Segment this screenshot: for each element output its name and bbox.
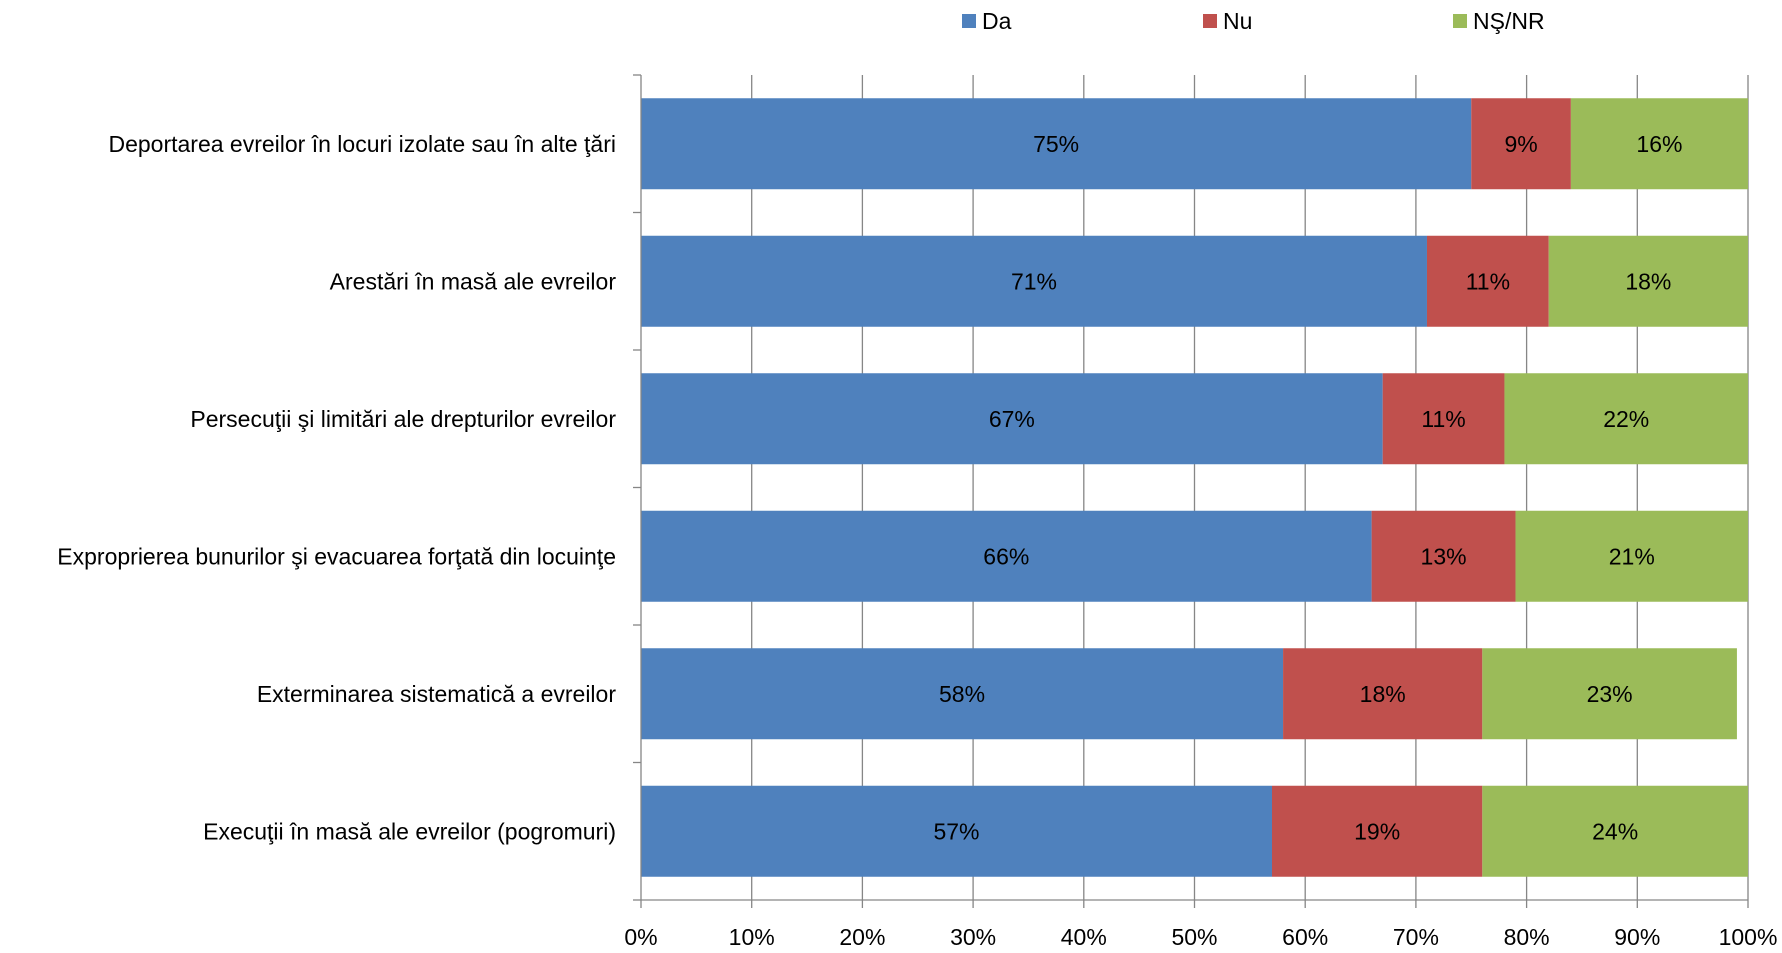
x-tick-label: 20%	[839, 924, 885, 948]
x-tick-label: 70%	[1393, 924, 1439, 948]
x-tick-label: 0%	[624, 924, 657, 948]
data-label: 16%	[1636, 131, 1682, 157]
data-label: 11%	[1421, 406, 1465, 432]
bar-segment-nu	[1426, 235, 1549, 327]
bar-segment-nu	[1271, 785, 1483, 877]
category-label: Exproprierea bunurilor şi evacuarea forţ…	[57, 543, 616, 569]
bars: 75% 9% 16% 71% 11% 18% 67% 11% 22% 66% 13% 21% 58% 18…	[641, 98, 1748, 877]
bar-segment-nu	[1382, 373, 1505, 465]
data-label: 19%	[1354, 818, 1400, 844]
bar-segment-nu	[1283, 648, 1483, 740]
x-tick-label: 100%	[1719, 924, 1778, 948]
data-label: 24%	[1592, 818, 1638, 844]
legend: Da Nu NŞ/NR	[962, 8, 1545, 34]
x-tick-label: 30%	[950, 924, 996, 948]
x-tick-label: 10%	[729, 924, 775, 948]
bar-segment-n-nr	[1570, 98, 1748, 190]
legend-label-nu: Nu	[1223, 8, 1252, 34]
gridlines	[751, 75, 1749, 900]
data-label: 13%	[1421, 543, 1467, 569]
data-label: 21%	[1609, 543, 1655, 569]
data-label: 18%	[1360, 681, 1406, 707]
data-label: 22%	[1603, 406, 1649, 432]
data-label: 58%	[939, 681, 985, 707]
bar-segment-da	[641, 98, 1472, 190]
bar-segment-da	[641, 648, 1284, 740]
bar-segment-da	[641, 785, 1272, 877]
data-label: 75%	[1033, 131, 1079, 157]
category-label: Execuţii în masă ale evreilor (pogromuri…	[203, 818, 616, 844]
category-label: Persecuţii şi limitări ale drepturilor e…	[190, 406, 616, 432]
data-label: 57%	[933, 818, 979, 844]
bar-segment-n-nr	[1515, 510, 1748, 602]
x-tick-label: 60%	[1282, 924, 1328, 948]
data-label: 67%	[989, 406, 1035, 432]
bar-segment-nu	[1371, 510, 1516, 602]
x-tick-label: 80%	[1504, 924, 1550, 948]
bar-segment-n-nr	[1504, 373, 1748, 465]
data-label: 71%	[1011, 268, 1057, 294]
category-label: Exterminarea sistematică a evreilor	[257, 681, 617, 707]
bar-segment-n-nr	[1548, 235, 1748, 327]
data-label: 66%	[983, 543, 1029, 569]
legend-swatch-da	[962, 14, 976, 28]
data-label: 11%	[1466, 268, 1510, 294]
x-tick-label: 40%	[1061, 924, 1107, 948]
data-label: 18%	[1625, 268, 1671, 294]
legend-swatch-nu	[1203, 14, 1217, 28]
bar-segment-n-nr	[1482, 785, 1748, 877]
axes: 0% 10% 20% 30% 40% 50% 60% 70% 80% 90% 100% Deporta…	[57, 74, 1778, 950]
legend-swatch-n-nr	[1453, 14, 1467, 28]
bar-segment-da	[641, 510, 1372, 602]
x-tick-label: 90%	[1614, 924, 1660, 948]
bar-segment-nu	[1471, 98, 1571, 190]
data-label: 9%	[1504, 131, 1537, 157]
bar-segment-da	[641, 373, 1383, 465]
x-tick-label: 50%	[1171, 924, 1217, 948]
bar-segment-n-nr	[1482, 648, 1737, 740]
data-label: 23%	[1587, 681, 1633, 707]
bar-segment-da	[641, 235, 1427, 327]
legend-label-da: Da	[982, 8, 1012, 34]
category-label: Arestări în masă ale evreilor	[330, 268, 617, 294]
legend-label-n-nr: NŞ/NR	[1473, 8, 1545, 34]
category-label: Deportarea evreilor în locuri izolate sa…	[108, 131, 616, 157]
